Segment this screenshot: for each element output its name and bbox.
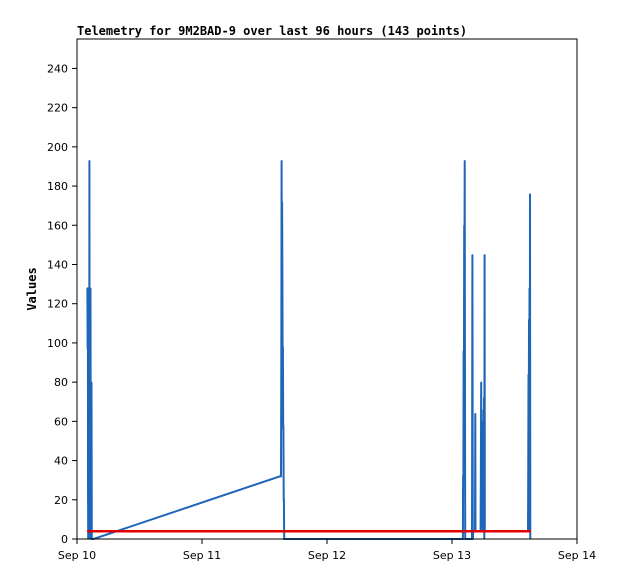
data-point [279, 475, 281, 477]
data-point [482, 507, 485, 509]
data-point [281, 201, 283, 203]
x-tick-label: Sep 14 [558, 549, 596, 562]
data-point [280, 365, 282, 368]
y-tick-label: 80 [54, 376, 68, 389]
data-point [282, 424, 284, 426]
data-point [464, 318, 466, 320]
data-point [87, 287, 89, 289]
x-tick-label: Sep 12 [308, 549, 346, 562]
data-point [87, 475, 90, 477]
data-point [280, 475, 282, 477]
data-point [87, 348, 89, 350]
y-tick-label: 160 [47, 219, 68, 232]
data-point [282, 350, 284, 352]
data-point [282, 346, 284, 348]
data-point [527, 373, 530, 375]
data-point [529, 193, 531, 195]
data-point [283, 499, 285, 501]
data-point [281, 275, 283, 277]
data-point [281, 342, 283, 344]
y-tick-label: 120 [47, 298, 68, 311]
data-point [480, 460, 482, 462]
data-point [86, 530, 88, 532]
y-tick-label: 140 [47, 258, 68, 271]
data-point [527, 483, 529, 485]
data-point [483, 397, 485, 399]
y-tick-label: 40 [54, 455, 68, 468]
data-point [481, 409, 483, 411]
data-point [88, 160, 90, 162]
data-point [528, 491, 530, 493]
data-point [282, 428, 284, 430]
data-point [481, 507, 483, 509]
data-point [463, 412, 465, 415]
data-point [463, 350, 465, 352]
data-point [528, 318, 530, 320]
data-point [90, 536, 92, 538]
y-tick-label: 240 [47, 62, 68, 75]
data-point [471, 254, 473, 256]
data-point [481, 514, 484, 517]
x-axis: Sep 10 Sep 11 Sep 12 Sep 13 Sep 14 [58, 539, 596, 562]
data-point [463, 224, 465, 226]
data-point [474, 412, 476, 415]
chart-title: Telemetry for 9M2BAD-9 over last 96 hour… [77, 24, 467, 38]
data-point [89, 287, 92, 289]
y-tick-label: 220 [47, 102, 68, 115]
y-tick-label: 60 [54, 415, 68, 428]
y-tick-label: 100 [47, 337, 68, 350]
data-point [463, 303, 465, 305]
y-tick-label: 0 [61, 533, 68, 546]
data-point [89, 536, 91, 538]
plot-lines [86, 160, 532, 540]
data-point [281, 160, 283, 162]
data-point [462, 475, 464, 477]
y-tick-label: 180 [47, 180, 68, 193]
x-tick-label: Sep 11 [183, 549, 221, 562]
data-point [88, 534, 90, 536]
data-point [90, 381, 93, 383]
data-point [528, 412, 530, 415]
series-line-0 [86, 160, 532, 540]
y-tick-label: 200 [47, 141, 68, 154]
y-axis-label: Values [25, 267, 39, 310]
data-point [528, 287, 531, 289]
x-tick-label: Sep 13 [433, 549, 471, 562]
y-axis: 0 20 40 60 80 100 120 140 160 180 200 220 240 [47, 62, 77, 546]
data-point [480, 381, 482, 383]
data-point [484, 254, 486, 256]
data-point [464, 160, 466, 162]
y-tick-label: 20 [54, 494, 68, 507]
data-point [481, 420, 483, 422]
data-point [530, 530, 532, 532]
x-tick-label: Sep 10 [58, 549, 96, 562]
